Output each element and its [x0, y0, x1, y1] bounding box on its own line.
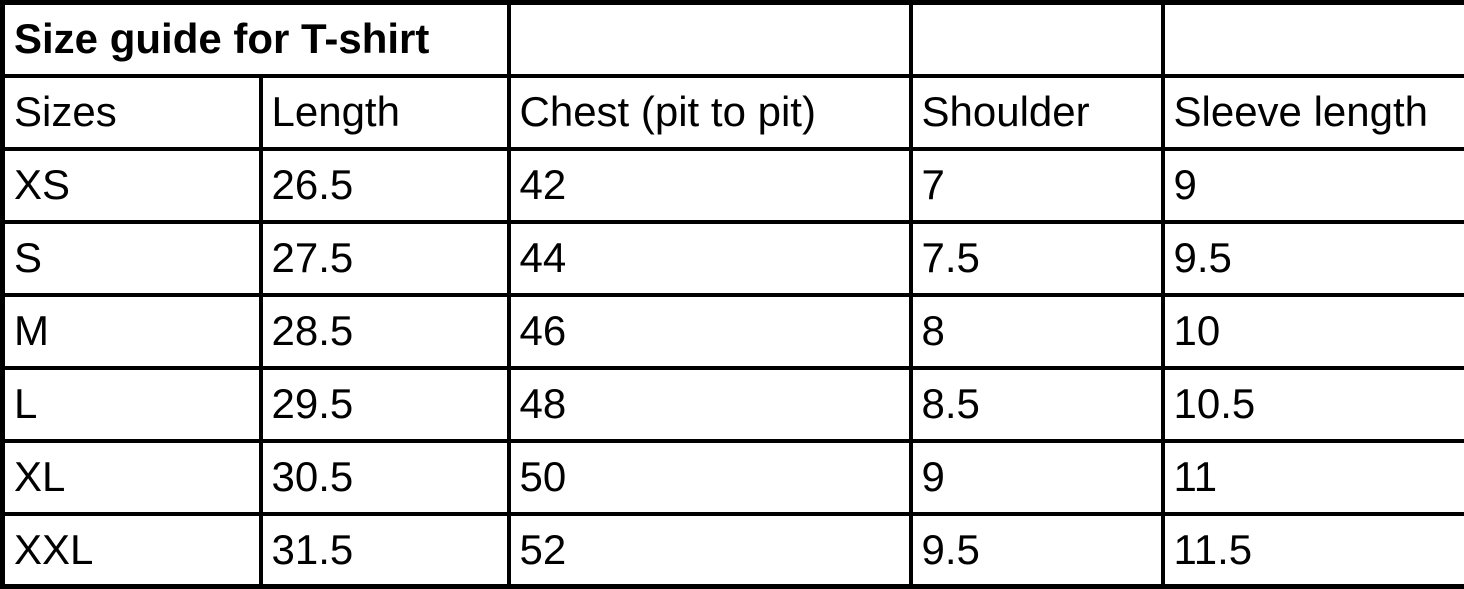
empty-cell — [911, 3, 1163, 76]
empty-cell — [1163, 3, 1464, 76]
cell-chest: 46 — [509, 295, 911, 368]
cell-chest: 52 — [509, 514, 911, 587]
cell-length: 27.5 — [261, 222, 509, 295]
cell-chest: 44 — [509, 222, 911, 295]
cell-length: 31.5 — [261, 514, 509, 587]
cell-sleeve-length: 11 — [1163, 441, 1464, 514]
cell-sleeve-length: 10 — [1163, 295, 1464, 368]
header-row: Sizes Length Chest (pit to pit) Shoulder… — [3, 76, 1464, 149]
cell-sleeve-length: 11.5 — [1163, 514, 1464, 587]
cell-chest: 50 — [509, 441, 911, 514]
header-shoulder: Shoulder — [911, 76, 1163, 149]
empty-cell — [509, 3, 911, 76]
header-sleeve-length: Sleeve length — [1163, 76, 1464, 149]
table-title: Size guide for T-shirt — [3, 3, 509, 76]
cell-shoulder: 7 — [911, 149, 1163, 222]
cell-length: 30.5 — [261, 441, 509, 514]
cell-size: XL — [3, 441, 261, 514]
cell-sleeve-length: 10.5 — [1163, 368, 1464, 441]
cell-length: 26.5 — [261, 149, 509, 222]
cell-size: M — [3, 295, 261, 368]
cell-sleeve-length: 9 — [1163, 149, 1464, 222]
cell-size: L — [3, 368, 261, 441]
cell-chest: 42 — [509, 149, 911, 222]
cell-shoulder: 8.5 — [911, 368, 1163, 441]
cell-chest: 48 — [509, 368, 911, 441]
cell-shoulder: 7.5 — [911, 222, 1163, 295]
header-sizes: Sizes — [3, 76, 261, 149]
title-row: Size guide for T-shirt — [3, 3, 1464, 76]
cell-shoulder: 9.5 — [911, 514, 1163, 587]
cell-length: 28.5 — [261, 295, 509, 368]
cell-shoulder: 8 — [911, 295, 1163, 368]
cell-size: S — [3, 222, 261, 295]
cell-size: XXL — [3, 514, 261, 587]
cell-shoulder: 9 — [911, 441, 1163, 514]
cell-sleeve-length: 9.5 — [1163, 222, 1464, 295]
header-length: Length — [261, 76, 509, 149]
cell-length: 29.5 — [261, 368, 509, 441]
header-chest: Chest (pit to pit) — [509, 76, 911, 149]
cell-size: XS — [3, 149, 261, 222]
